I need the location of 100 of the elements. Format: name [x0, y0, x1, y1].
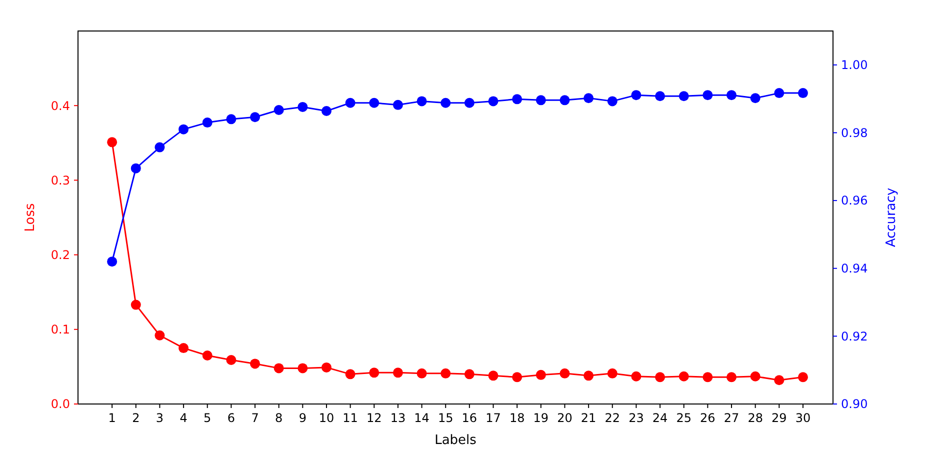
y2-tick-label: 0.96 — [841, 194, 868, 208]
x-tick-label: 25 — [676, 411, 692, 425]
point — [298, 363, 308, 374]
point — [631, 371, 642, 382]
y2-tick-label: 0.98 — [841, 126, 868, 140]
point — [178, 124, 189, 134]
point — [584, 370, 594, 381]
point — [345, 369, 356, 380]
x-axis-title: Labels — [434, 433, 477, 448]
point — [392, 100, 403, 110]
x-tick-label: 28 — [748, 411, 763, 425]
x-tick-label: 15 — [438, 411, 454, 425]
x-tick-label: 13 — [390, 411, 406, 425]
x-tick-label: 27 — [724, 411, 740, 425]
point — [726, 372, 737, 382]
point — [678, 91, 689, 102]
x-tick-label: 6 — [227, 411, 236, 425]
point — [702, 372, 713, 382]
point — [298, 102, 308, 112]
x-tick-label: 4 — [180, 411, 188, 425]
y2-tick-label: 0.90 — [841, 397, 868, 412]
y2-tick-label: 0.92 — [841, 329, 868, 344]
y-tick-label: 0.3 — [50, 173, 70, 188]
point — [107, 256, 118, 267]
x-tick-label: 12 — [366, 411, 382, 425]
point — [631, 90, 642, 100]
point — [464, 369, 474, 380]
y-axis-title: Loss — [23, 203, 38, 232]
point — [178, 343, 189, 354]
point — [369, 368, 380, 378]
x-tick-label: 16 — [462, 411, 478, 425]
point — [584, 93, 594, 104]
point — [321, 362, 332, 372]
point — [154, 330, 165, 340]
x-tick-label: 23 — [628, 411, 644, 425]
x-tick-label: 9 — [298, 411, 306, 425]
point — [440, 98, 451, 108]
point — [130, 300, 141, 310]
point — [250, 112, 260, 122]
point — [488, 370, 498, 381]
x-tick-label: 24 — [652, 411, 668, 425]
point — [798, 88, 808, 98]
y-tick-label: 0.4 — [50, 98, 70, 113]
point — [560, 95, 570, 106]
y2-tick-label: 1.00 — [841, 58, 868, 72]
x-tick-label: 10 — [318, 411, 334, 425]
point — [488, 96, 498, 106]
point — [750, 93, 760, 104]
point — [345, 98, 356, 108]
point — [798, 372, 808, 382]
point — [202, 350, 212, 361]
x-tick-label: 18 — [509, 411, 525, 425]
point — [512, 94, 522, 104]
x-tick-label: 19 — [533, 411, 549, 425]
point — [560, 368, 570, 378]
x-tick-label: 22 — [604, 411, 620, 425]
point — [416, 96, 427, 106]
point — [774, 375, 784, 386]
y2-tick-label: 0.94 — [841, 262, 868, 276]
point — [726, 90, 737, 100]
point — [274, 105, 284, 116]
point — [130, 163, 141, 174]
x-tick-label: 20 — [557, 411, 572, 425]
x-tick-label: 7 — [251, 411, 259, 425]
x-tick-label: 1 — [108, 411, 116, 425]
point — [416, 368, 427, 378]
point — [440, 368, 451, 378]
point — [607, 368, 618, 378]
point — [107, 137, 118, 148]
point — [250, 358, 260, 369]
point — [655, 372, 666, 382]
point — [202, 118, 212, 128]
y-tick-label: 0.0 — [50, 397, 70, 412]
x-tick-label: 2 — [132, 411, 140, 425]
x-tick-label: 29 — [772, 411, 787, 425]
point — [536, 95, 546, 106]
point — [607, 96, 618, 106]
point — [750, 371, 760, 382]
point — [774, 88, 784, 98]
x-tick-label: 17 — [486, 411, 501, 425]
point — [321, 106, 332, 116]
y-tick-label: 0.1 — [50, 322, 70, 337]
point — [536, 370, 546, 380]
x-tick-label: 30 — [795, 411, 811, 425]
x-tick-label: 8 — [275, 411, 283, 425]
x-tick-label: 5 — [204, 411, 212, 425]
point — [702, 90, 713, 100]
point — [464, 98, 474, 108]
x-tick-label: 3 — [156, 411, 164, 425]
y2-axis-title: Accuracy — [884, 188, 899, 248]
x-tick-label: 26 — [700, 411, 716, 425]
point — [226, 354, 236, 365]
x-tick-label: 21 — [580, 411, 596, 425]
x-tick-label: 14 — [414, 411, 430, 425]
point — [678, 371, 689, 382]
point — [154, 142, 165, 152]
point — [274, 363, 284, 374]
point — [512, 372, 522, 382]
point — [392, 368, 403, 378]
point — [655, 91, 666, 102]
